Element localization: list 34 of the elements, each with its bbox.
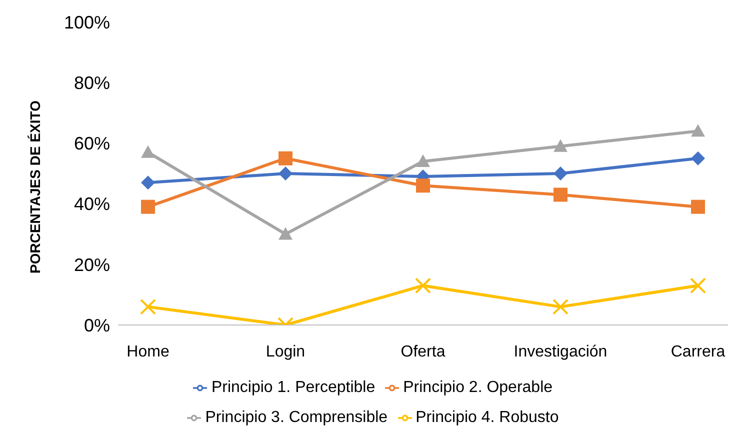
- point: [690, 278, 706, 294]
- point: [691, 151, 705, 166]
- point: [552, 298, 568, 315]
- point: [278, 166, 292, 180]
- y-axis-title: PORCENTAJES DE ÉXITO: [26, 100, 43, 274]
- point: [691, 124, 705, 137]
- legend-label: Principio 2. Operable: [403, 379, 553, 396]
- point: [141, 200, 155, 214]
- x-tick-label: Oferta: [400, 343, 446, 360]
- point: [554, 188, 568, 202]
- y-tick-label: 20%: [74, 254, 110, 275]
- y-tick-label: 40%: [74, 194, 110, 214]
- point: [278, 227, 292, 240]
- point: [554, 139, 568, 152]
- y-tick-label: 60%: [74, 134, 110, 154]
- x-tick-label: Login: [266, 343, 306, 360]
- y-tick-label: 80%: [74, 72, 110, 93]
- legend-label: Principio 3. Comprensible: [205, 409, 388, 426]
- legend-label: Principio 4. Robusto: [416, 409, 559, 426]
- point: [415, 278, 431, 294]
- y-tick-label: 100%: [64, 12, 110, 32]
- point: [416, 178, 430, 193]
- point: [554, 166, 568, 180]
- point: [141, 145, 155, 158]
- x-tick-label: Investigación: [514, 343, 608, 360]
- point: [691, 200, 705, 214]
- y-tick-label: 0%: [84, 315, 110, 336]
- x-tick-label: Home: [126, 343, 170, 360]
- legend-label: Principio 1. Perceptible: [211, 379, 376, 396]
- point: [278, 151, 292, 166]
- point: [141, 176, 155, 190]
- point: [140, 298, 156, 315]
- point: [416, 154, 430, 167]
- x-tick-label: Carrera: [670, 343, 726, 360]
